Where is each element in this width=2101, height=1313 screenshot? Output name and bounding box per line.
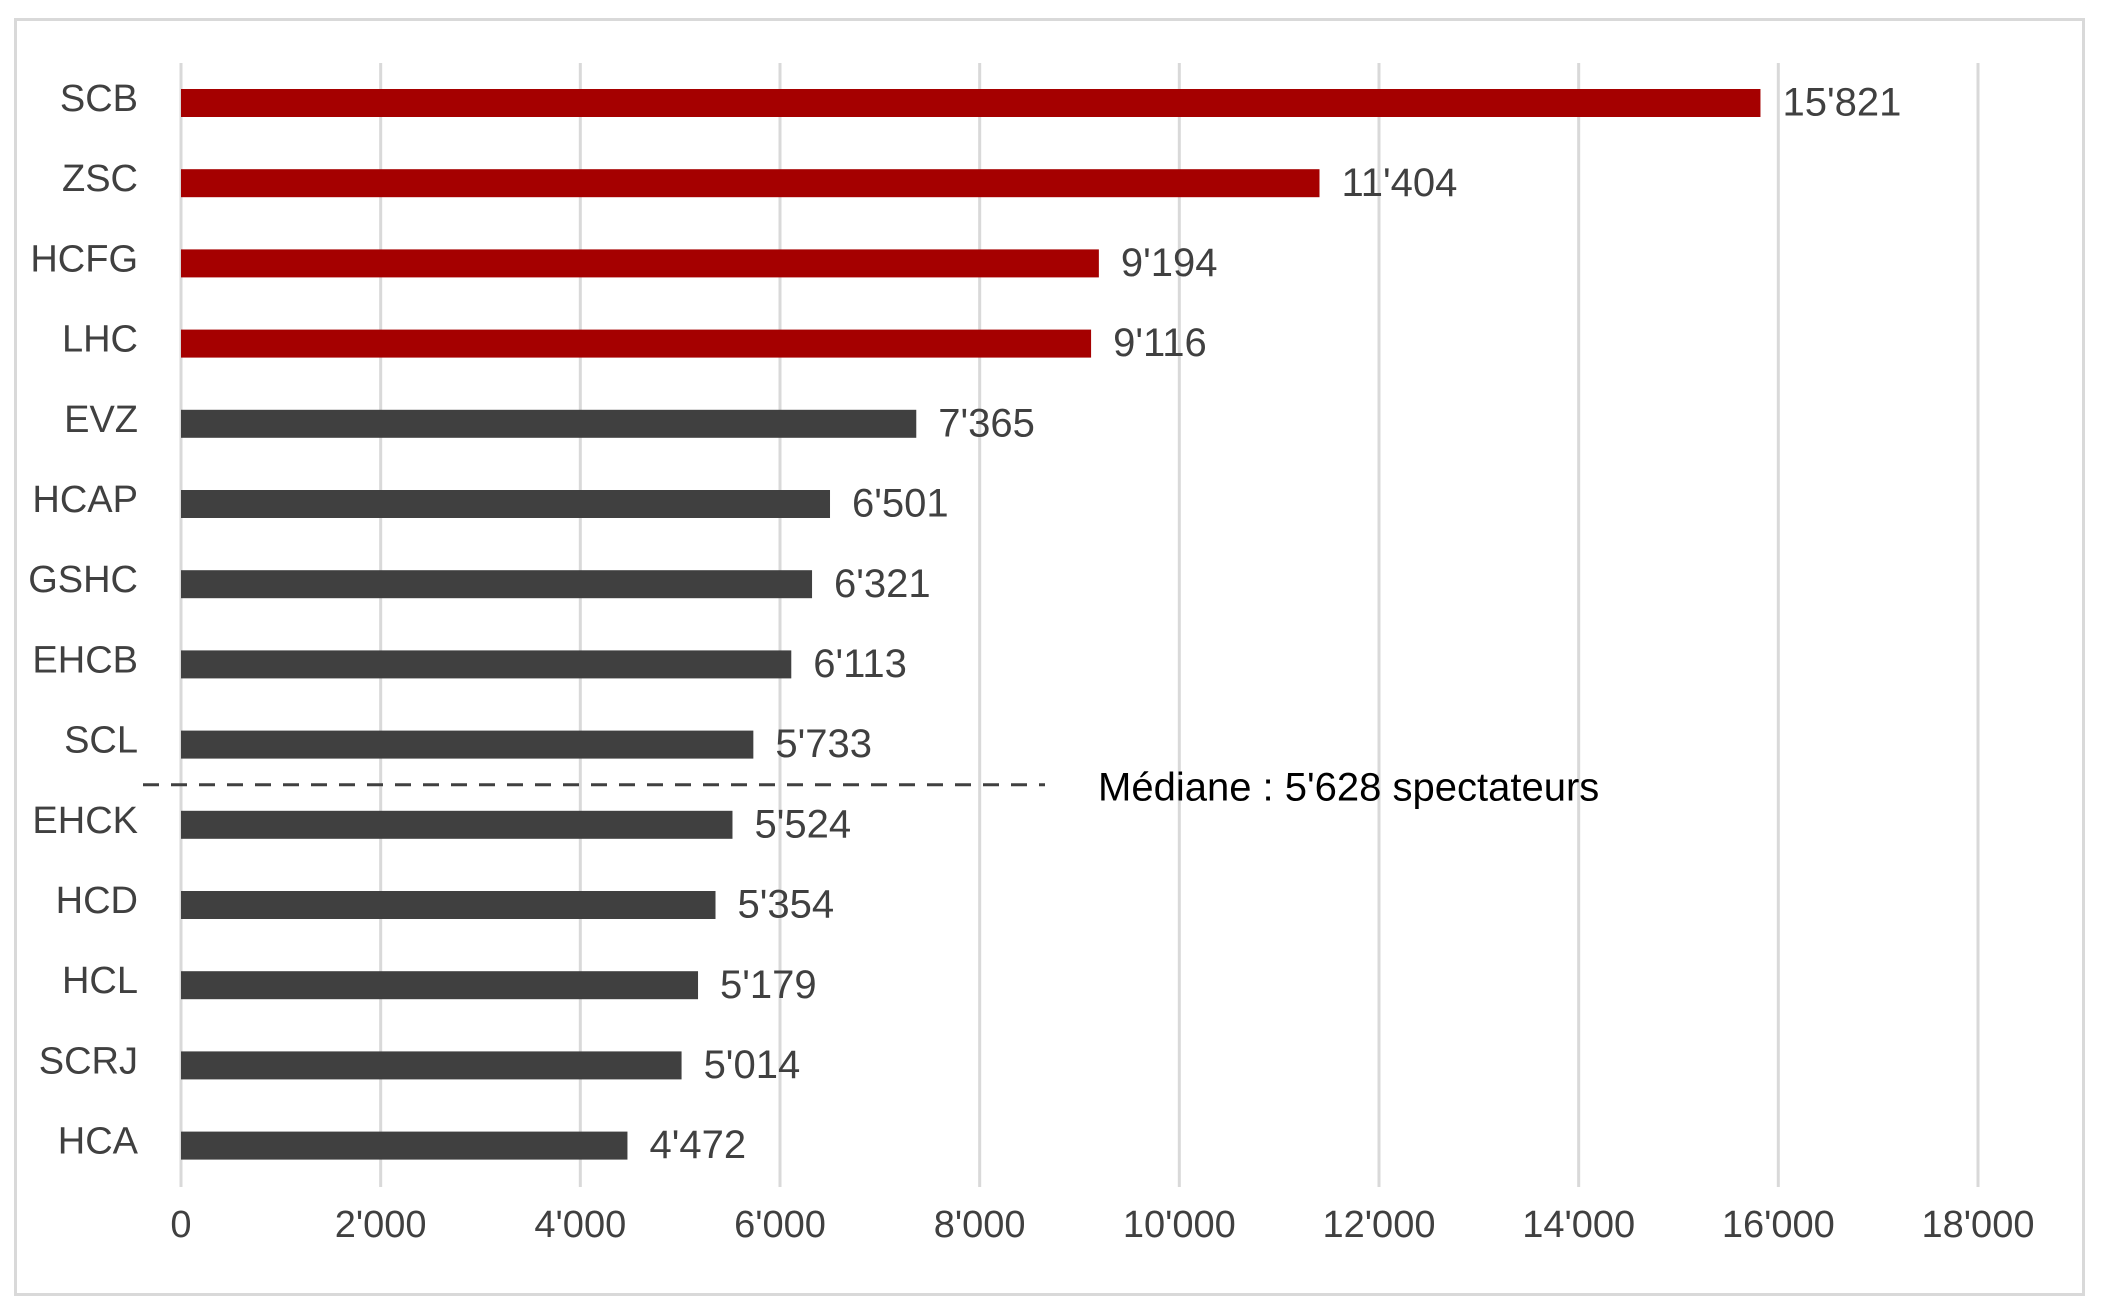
- category-label: GSHC: [28, 559, 138, 601]
- gridlines: [179, 63, 1980, 1187]
- value-label: 6'501: [852, 482, 949, 526]
- bar-scl: [181, 730, 754, 759]
- category-label: EHCK: [32, 800, 138, 842]
- category-label: EVZ: [64, 399, 138, 441]
- value-label: 6'321: [834, 562, 931, 606]
- x-tick-label: 16'000: [1722, 1204, 1835, 1246]
- value-label: 11'404: [1341, 161, 1457, 205]
- value-label: 5'179: [720, 963, 817, 1007]
- bar-hca: [181, 1131, 628, 1160]
- x-tick-label: 12'000: [1323, 1204, 1436, 1246]
- value-label: 9'116: [1113, 321, 1207, 365]
- category-label: LHC: [62, 319, 138, 361]
- value-label: 5'014: [704, 1043, 801, 1087]
- x-tick-label: 4'000: [534, 1204, 626, 1246]
- bar-lhc: [181, 329, 1092, 358]
- bar-hcfg: [181, 249, 1099, 278]
- value-label: 15'821: [1782, 81, 1901, 125]
- value-label: 6'113: [813, 642, 907, 686]
- bar-hcd: [181, 891, 716, 919]
- category-label: HCAP: [32, 479, 138, 521]
- category-label: HCFG: [30, 238, 138, 280]
- bar-scb: [181, 89, 1761, 117]
- category-label: HCD: [56, 880, 138, 922]
- bar-gshc: [181, 570, 813, 599]
- x-tick-label: 10'000: [1123, 1204, 1236, 1246]
- x-tick-label: 14'000: [1522, 1204, 1635, 1246]
- category-label: HCA: [58, 1121, 139, 1163]
- category-label: SCRJ: [39, 1040, 138, 1082]
- bar-ehcb: [181, 650, 792, 679]
- category-label: ZSC: [62, 158, 138, 200]
- value-label: 4'472: [649, 1123, 746, 1167]
- category-label: HCL: [62, 960, 138, 1002]
- bar-zsc: [181, 169, 1320, 198]
- bar-scrj: [181, 1051, 682, 1080]
- bar-ehck: [181, 810, 733, 839]
- x-tick-label: 18'000: [1922, 1204, 2035, 1246]
- median-marker: Médiane : 5'628 spectateurs: [143, 765, 1599, 809]
- bar-evz: [181, 409, 917, 438]
- category-label: SCL: [64, 720, 138, 762]
- bars: [181, 89, 1761, 1160]
- bar-hcl: [181, 971, 699, 1000]
- value-label: 7'365: [938, 401, 1035, 445]
- value-label: 5'733: [775, 722, 872, 766]
- bar-hcap: [181, 490, 831, 518]
- median-label: Médiane : 5'628 spectateurs: [1098, 765, 1599, 809]
- x-tick-label: 6'000: [734, 1204, 826, 1246]
- value-label: 9'194: [1121, 241, 1218, 285]
- value-label: 5'524: [754, 802, 851, 846]
- x-tick-label: 2'000: [335, 1204, 427, 1246]
- value-label: 5'354: [738, 883, 835, 927]
- x-tick-label: 8'000: [934, 1204, 1026, 1246]
- x-tick-label: 0: [170, 1204, 191, 1246]
- category-label: EHCB: [32, 639, 138, 681]
- category-label: SCB: [60, 78, 138, 120]
- labels: 0 2'000 4'000 6'000 8'000 10'000 12'000 14'000 1…: [28, 78, 2034, 1246]
